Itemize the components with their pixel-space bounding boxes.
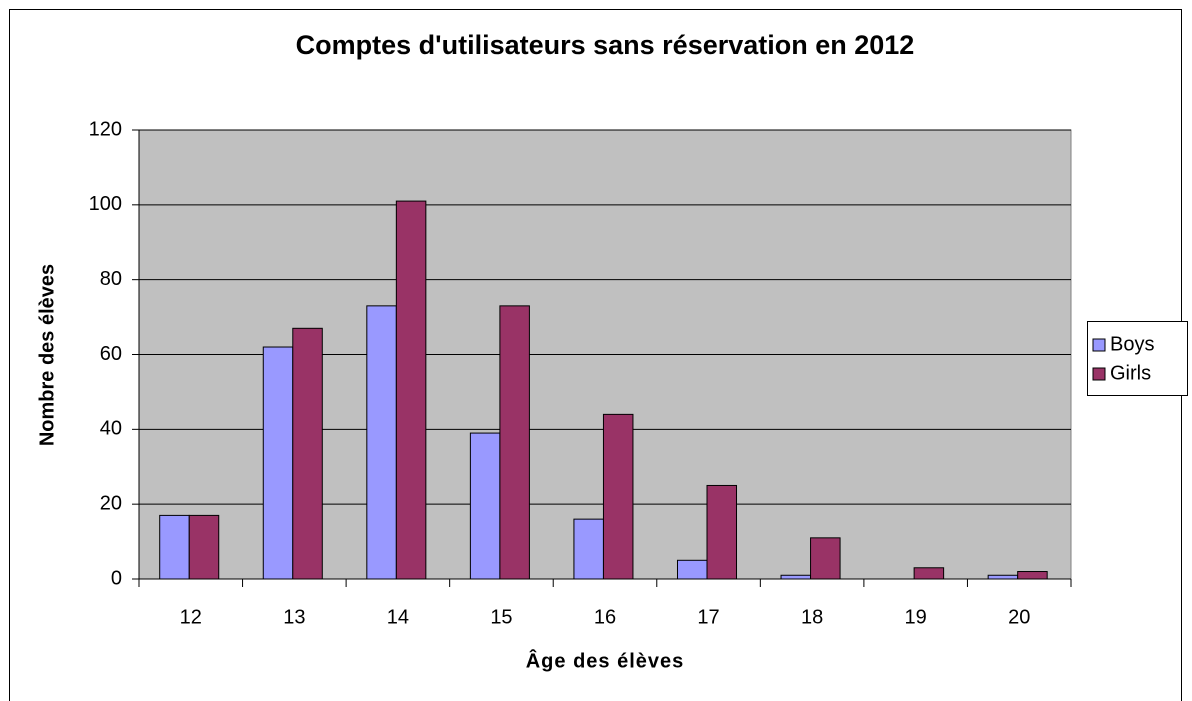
bar	[262, 346, 294, 580]
bar	[602, 413, 634, 580]
x-tick-label: 17	[697, 606, 719, 628]
chart-title: Comptes d'utilisateurs sans réservation …	[296, 30, 915, 60]
bar	[810, 537, 841, 580]
y-tick-label: 60	[100, 343, 122, 365]
x-axis-label: Âge des élèves	[526, 648, 685, 672]
y-tick-label: 0	[111, 567, 122, 589]
legend-box	[1087, 321, 1188, 396]
x-tick-label: 18	[801, 606, 823, 628]
y-tick-label: 80	[100, 268, 122, 290]
bar	[1017, 571, 1048, 580]
bar	[780, 574, 812, 580]
y-tick-label: 100	[89, 193, 122, 215]
bar	[706, 484, 738, 580]
bar	[573, 518, 604, 580]
bar	[499, 305, 530, 580]
legend-label: Girls	[1110, 362, 1151, 384]
x-tick-label: 19	[905, 606, 927, 628]
bar	[292, 327, 323, 580]
bar	[188, 514, 220, 580]
x-tick-label: 12	[180, 606, 202, 628]
y-tick-label: 120	[89, 118, 122, 140]
bar	[676, 559, 708, 580]
x-tick-label: 15	[490, 606, 512, 628]
y-tick-label: 40	[100, 418, 122, 440]
bar	[469, 432, 501, 580]
legend-swatch	[1092, 338, 1106, 352]
bar	[913, 567, 945, 580]
bar	[395, 200, 427, 580]
x-tick-label: 14	[387, 606, 409, 628]
bar	[987, 574, 1019, 580]
bar	[159, 514, 190, 580]
y-tick-label: 20	[100, 492, 122, 514]
bar	[366, 305, 397, 580]
x-tick-label: 13	[283, 606, 305, 628]
legend-swatch	[1092, 367, 1106, 381]
x-tick-label: 16	[594, 606, 616, 628]
x-tick-label: 20	[1008, 606, 1030, 628]
legend-label: Boys	[1110, 333, 1154, 355]
y-axis-label: Nombre des élèves	[36, 264, 58, 446]
